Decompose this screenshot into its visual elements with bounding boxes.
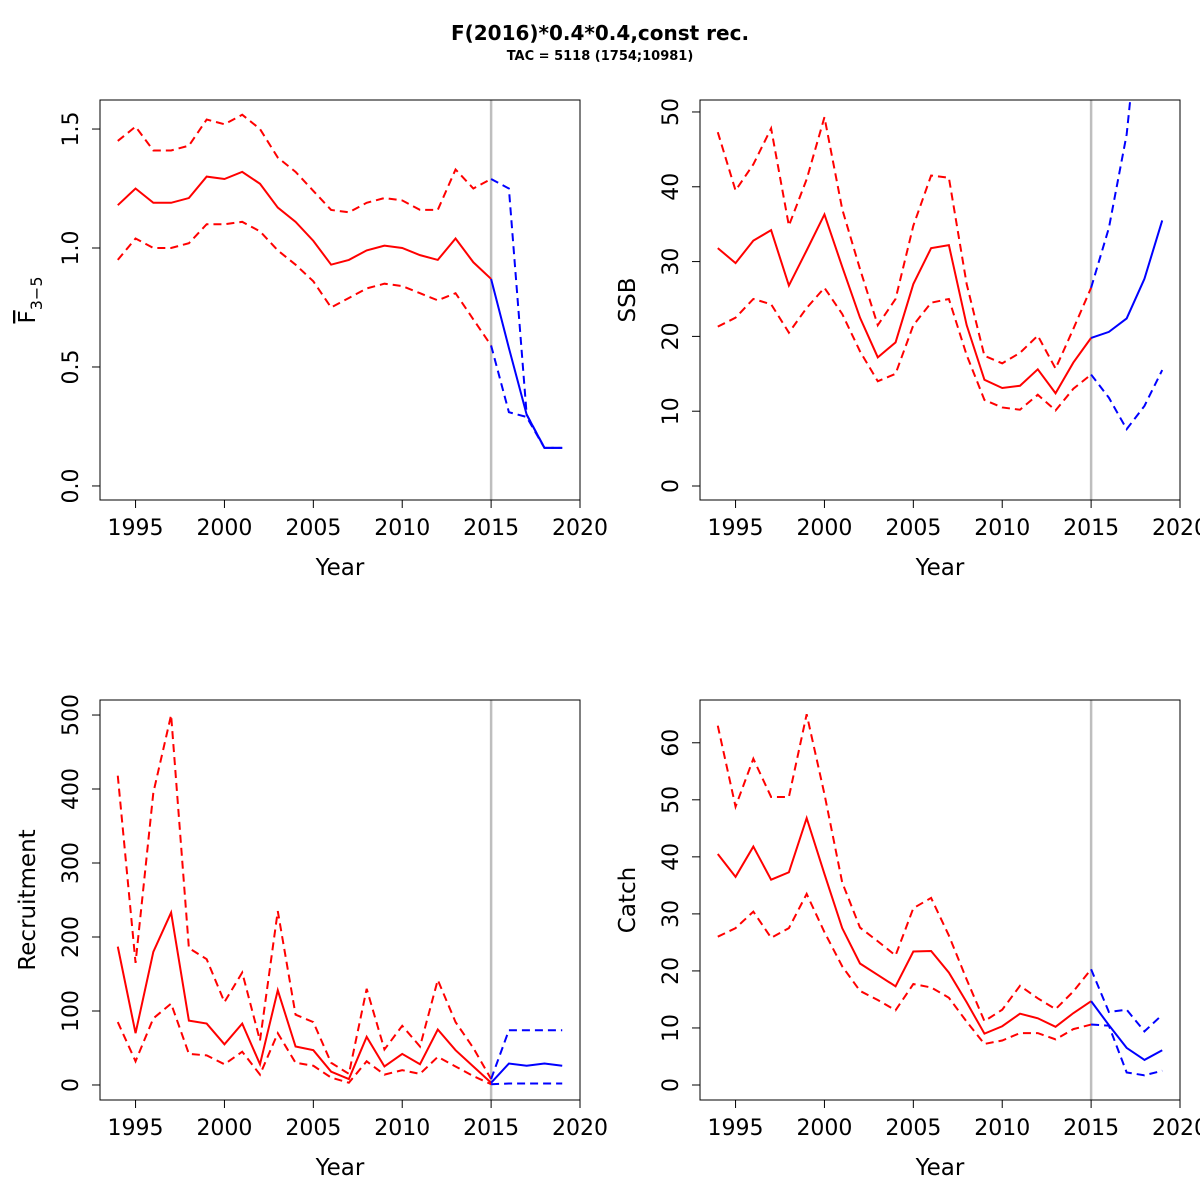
y-tick-label: 30	[659, 900, 684, 928]
y-tick-label: 50	[659, 786, 684, 814]
series-line	[717, 211, 1092, 396]
x-tick-label: 2020	[552, 1116, 608, 1141]
x-tick-label: 2020	[1152, 1116, 1200, 1141]
x-tick-label: 2010	[974, 516, 1030, 541]
x-tick-label: 2000	[196, 516, 252, 541]
y-tick-label: 40	[659, 173, 684, 201]
series-line	[1090, 220, 1164, 339]
y-tick-label: 400	[59, 768, 84, 810]
y-axis-label-main: F	[15, 310, 41, 323]
x-tick-label: 1995	[708, 1116, 764, 1141]
series-line	[117, 170, 492, 280]
y-tick-label: 500	[59, 694, 84, 736]
y-tick-label: 300	[59, 842, 84, 884]
y-tick-label: 60	[659, 729, 684, 757]
plot-frame	[99, 699, 581, 1101]
y-tick-label: 0	[659, 479, 684, 493]
x-tick-label: 2000	[796, 516, 852, 541]
series-line	[1090, 369, 1164, 431]
y-tick-label: 20	[659, 322, 684, 350]
x-tick-label: 2005	[885, 516, 941, 541]
x-tick-label: 2005	[285, 516, 341, 541]
series-line	[116, 714, 492, 1080]
series-line	[716, 814, 1092, 1035]
x-tick-label: 2015	[1063, 516, 1119, 541]
y-tick-label: 0	[659, 1078, 684, 1092]
x-tick-label: 2005	[285, 1116, 341, 1141]
x-tick-label: 2010	[374, 516, 430, 541]
series-line	[490, 345, 563, 449]
y-tick-label: 0.0	[59, 468, 84, 503]
series-line	[117, 113, 492, 214]
panel: 1995 2000 2005 2010 2015 2020 Year 0.0 0.5 1.0 1.5…	[15, 99, 608, 581]
series-line	[490, 1029, 563, 1080]
y-axis-label: Catch	[615, 867, 641, 933]
x-tick-label: 2015	[463, 1116, 519, 1141]
y-tick-label: 1.0	[59, 231, 84, 266]
x-tick-label: 1995	[708, 516, 764, 541]
panel: 1995 2000 2005 2010 2015 2020 Year 0 100 200 300 40…	[15, 694, 608, 1181]
series-line	[716, 714, 1092, 1023]
y-tick-label: 0	[59, 1078, 84, 1092]
series-line	[116, 1001, 492, 1086]
y-tick-label: 1.5	[59, 112, 84, 147]
x-tick-label: 1995	[108, 516, 164, 541]
series-line	[1090, 100, 1132, 289]
series-line	[1090, 1000, 1163, 1062]
y-tick-label: 200	[59, 916, 84, 958]
y-axis-label: SSB	[615, 278, 641, 323]
series-line	[491, 1082, 563, 1086]
y-tick-label: 50	[659, 98, 684, 126]
x-axis-label: Year	[315, 555, 365, 581]
x-tick-label: 2010	[974, 1116, 1030, 1141]
panel: 1995 2000 2005 2010 2015 2020 Year 0 10 20 30 40 50 6…	[615, 699, 1200, 1181]
x-tick-label: 2010	[374, 1116, 430, 1141]
y-tick-label: 20	[659, 957, 684, 985]
y-axis-label: F3−5	[15, 277, 46, 324]
x-tick-label: 2020	[1152, 516, 1200, 541]
y-tick-label: 10	[659, 1014, 684, 1042]
x-tick-label: 2000	[196, 1116, 252, 1141]
x-tick-label: 2020	[552, 516, 608, 541]
y-tick-label: 10	[659, 397, 684, 425]
subtitle: TAC = 5118 (1754;10981)	[507, 49, 694, 64]
series-line	[717, 891, 1092, 1046]
x-axis-label: Year	[915, 1155, 965, 1181]
series-line	[116, 909, 492, 1084]
series-line	[117, 220, 492, 347]
x-axis-label: Year	[315, 1155, 365, 1181]
x-tick-label: 2000	[796, 1116, 852, 1141]
y-axis-label-main: Catch	[615, 867, 641, 933]
panel: 1995 2000 2005 2010 2015 2020 Year 0 10 20 30 40 50 S…	[615, 98, 1200, 581]
y-axis-label-subscript: 3−5	[27, 277, 46, 311]
y-tick-label: 0.5	[59, 349, 84, 384]
series-line	[490, 1062, 563, 1084]
series-line	[1091, 1023, 1163, 1077]
series-line	[490, 278, 563, 449]
series-line	[716, 116, 1093, 371]
plot-frame	[699, 699, 1181, 1101]
title: F(2016)*0.4*0.4,const rec.	[451, 21, 749, 45]
x-tick-label: 2005	[885, 1116, 941, 1141]
series-line	[1090, 968, 1163, 1033]
x-axis-label: Year	[915, 555, 965, 581]
y-tick-label: 100	[59, 990, 84, 1032]
y-tick-label: 40	[659, 843, 684, 871]
y-axis-label: Recruitment	[15, 829, 41, 970]
y-axis-label-main: Recruitment	[15, 829, 41, 970]
series-line	[717, 286, 1092, 412]
y-tick-label: 30	[659, 248, 684, 276]
x-tick-label: 2015	[1063, 1116, 1119, 1141]
x-tick-label: 1995	[108, 1116, 164, 1141]
y-axis-label-main: SSB	[615, 278, 641, 323]
plot-frame	[99, 99, 581, 501]
x-tick-label: 2015	[463, 516, 519, 541]
series-line	[490, 178, 563, 449]
